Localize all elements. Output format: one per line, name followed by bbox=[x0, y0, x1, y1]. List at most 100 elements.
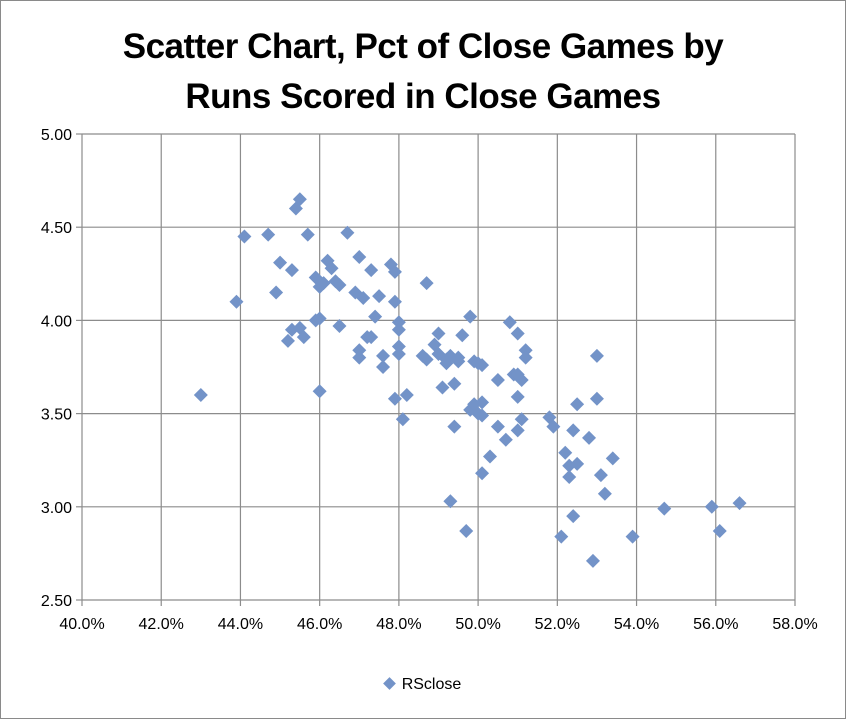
data-point bbox=[237, 229, 252, 244]
data-point bbox=[514, 412, 529, 427]
legend: RSclose bbox=[0, 676, 846, 694]
x-tick-label: 58.0% bbox=[772, 616, 817, 633]
data-point bbox=[459, 524, 474, 539]
data-point bbox=[463, 309, 478, 324]
y-axis-ticks: 2.50 3.00 3.50 4.00 4.50 5.00 bbox=[41, 127, 72, 610]
chart-title-line-1: Scatter Chart, Pct of Close Games by bbox=[122, 27, 724, 66]
data-point bbox=[498, 432, 513, 447]
x-tick-label: 40.0% bbox=[59, 616, 104, 633]
legend-label-rsclose: RSclose bbox=[401, 676, 462, 693]
data-point bbox=[712, 524, 727, 539]
data-point bbox=[376, 348, 391, 363]
data-point bbox=[312, 384, 327, 399]
data-point bbox=[597, 486, 612, 501]
data-point bbox=[451, 354, 466, 369]
data-point bbox=[475, 408, 490, 423]
data-point bbox=[269, 285, 284, 300]
y-tick-label: 4.00 bbox=[41, 313, 72, 330]
x-tick-label: 46.0% bbox=[297, 616, 342, 633]
data-point bbox=[312, 311, 327, 326]
data-point bbox=[514, 373, 529, 388]
x-tick-label: 52.0% bbox=[535, 616, 580, 633]
x-tick-label: 48.0% bbox=[376, 616, 421, 633]
data-point bbox=[585, 553, 600, 568]
data-point bbox=[490, 419, 505, 434]
data-point bbox=[391, 346, 406, 361]
y-tick-label: 3.50 bbox=[41, 407, 72, 424]
data-point bbox=[387, 264, 402, 279]
data-point bbox=[566, 423, 581, 438]
data-point bbox=[395, 412, 410, 427]
data-point bbox=[510, 326, 525, 341]
data-point bbox=[419, 276, 434, 291]
data-point bbox=[356, 291, 371, 306]
data-point bbox=[296, 330, 311, 345]
data-point bbox=[732, 496, 747, 511]
x-tick-label: 50.0% bbox=[455, 616, 500, 633]
data-point bbox=[376, 360, 391, 374]
chart-title: Scatter Chart, Pct of Close Games by Run… bbox=[0, 22, 846, 122]
data-point bbox=[475, 395, 490, 410]
data-point bbox=[589, 348, 604, 363]
data-point bbox=[352, 343, 367, 358]
data-point bbox=[364, 330, 379, 345]
data-point bbox=[352, 350, 367, 365]
data-point bbox=[447, 376, 462, 391]
data-point bbox=[300, 227, 315, 242]
x-tick-label: 56.0% bbox=[693, 616, 738, 633]
data-point bbox=[546, 419, 561, 434]
data-point bbox=[372, 289, 387, 304]
data-point bbox=[364, 263, 379, 278]
data-point bbox=[490, 373, 505, 388]
data-point bbox=[273, 255, 288, 270]
data-point bbox=[570, 456, 585, 471]
data-point bbox=[340, 225, 355, 240]
gridlines bbox=[76, 133, 796, 606]
data-point bbox=[475, 466, 490, 481]
data-point bbox=[518, 343, 533, 358]
data-point bbox=[657, 501, 672, 516]
data-point bbox=[562, 469, 577, 484]
data-point bbox=[475, 358, 490, 373]
data-point bbox=[280, 333, 295, 348]
x-axis-ticks: 40.0% 42.0% 44.0% 46.0% 48.0% 50.0% 52.0% 54.0%… bbox=[59, 616, 817, 633]
data-point bbox=[391, 315, 406, 330]
x-tick-label: 44.0% bbox=[218, 616, 263, 633]
data-point bbox=[582, 430, 597, 445]
data-point bbox=[447, 419, 462, 434]
data-point bbox=[332, 277, 347, 292]
data-point bbox=[261, 227, 276, 242]
data-point bbox=[510, 423, 525, 438]
x-tick-label: 54.0% bbox=[614, 616, 659, 633]
y-tick-label: 5.00 bbox=[41, 127, 72, 144]
data-point bbox=[391, 322, 406, 337]
data-point bbox=[387, 391, 402, 406]
y-tick-label: 2.50 bbox=[41, 593, 72, 610]
data-point bbox=[284, 263, 299, 278]
data-point bbox=[193, 387, 208, 402]
data-point bbox=[704, 499, 719, 514]
data-point bbox=[419, 352, 434, 367]
data-point bbox=[391, 339, 406, 354]
data-point bbox=[625, 529, 640, 544]
data-point bbox=[292, 192, 307, 207]
chart-title-line-2: Runs Scored in Close Games bbox=[185, 77, 661, 116]
x-tick-label: 42.0% bbox=[139, 616, 184, 633]
data-point bbox=[387, 294, 402, 309]
y-tick-label: 3.00 bbox=[41, 500, 72, 517]
data-point bbox=[229, 294, 244, 309]
data-point bbox=[431, 326, 446, 341]
data-point bbox=[558, 445, 573, 460]
data-point bbox=[589, 391, 604, 406]
data-points bbox=[193, 192, 747, 568]
data-point bbox=[518, 350, 533, 365]
data-point bbox=[510, 389, 525, 404]
data-point bbox=[435, 380, 450, 395]
data-point bbox=[368, 309, 383, 324]
y-tick-label: 4.50 bbox=[41, 220, 72, 237]
data-point bbox=[593, 468, 608, 483]
data-point bbox=[316, 276, 331, 291]
data-point bbox=[324, 261, 339, 276]
data-point bbox=[352, 250, 367, 265]
